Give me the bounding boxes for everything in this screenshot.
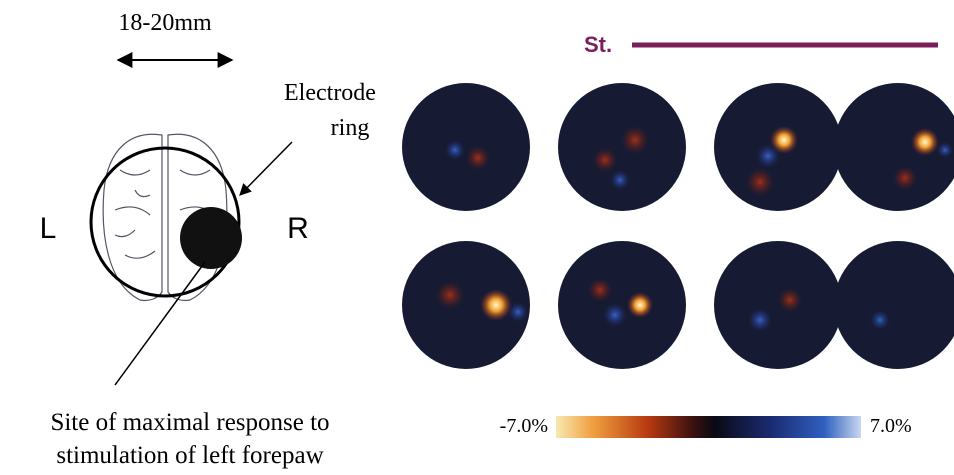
figure: 18-20mm L R Electrode ring Site of maxim…: [0, 0, 954, 475]
electrode-label: ring: [331, 115, 370, 141]
left-label: L: [40, 212, 57, 245]
stimulus-label: St.: [584, 32, 612, 57]
colorbar-max: 7.0%: [870, 415, 912, 437]
page: 18-20mm L R Electrode ring Site of maxim…: [0, 0, 954, 475]
colorbar: [556, 416, 861, 438]
site-pointer: [115, 262, 205, 385]
caption: stimulation of left forepaw: [56, 442, 323, 469]
response-site: [180, 207, 242, 269]
right-label: R: [287, 212, 309, 245]
scale-label: 18-20mm: [118, 10, 212, 36]
electrode-label: Electrode: [284, 80, 376, 106]
electrode-arrow: [240, 142, 292, 195]
image-frames: [402, 83, 954, 369]
caption: Site of maximal response to: [50, 409, 329, 436]
colorbar-min: -7.0%: [500, 415, 548, 437]
